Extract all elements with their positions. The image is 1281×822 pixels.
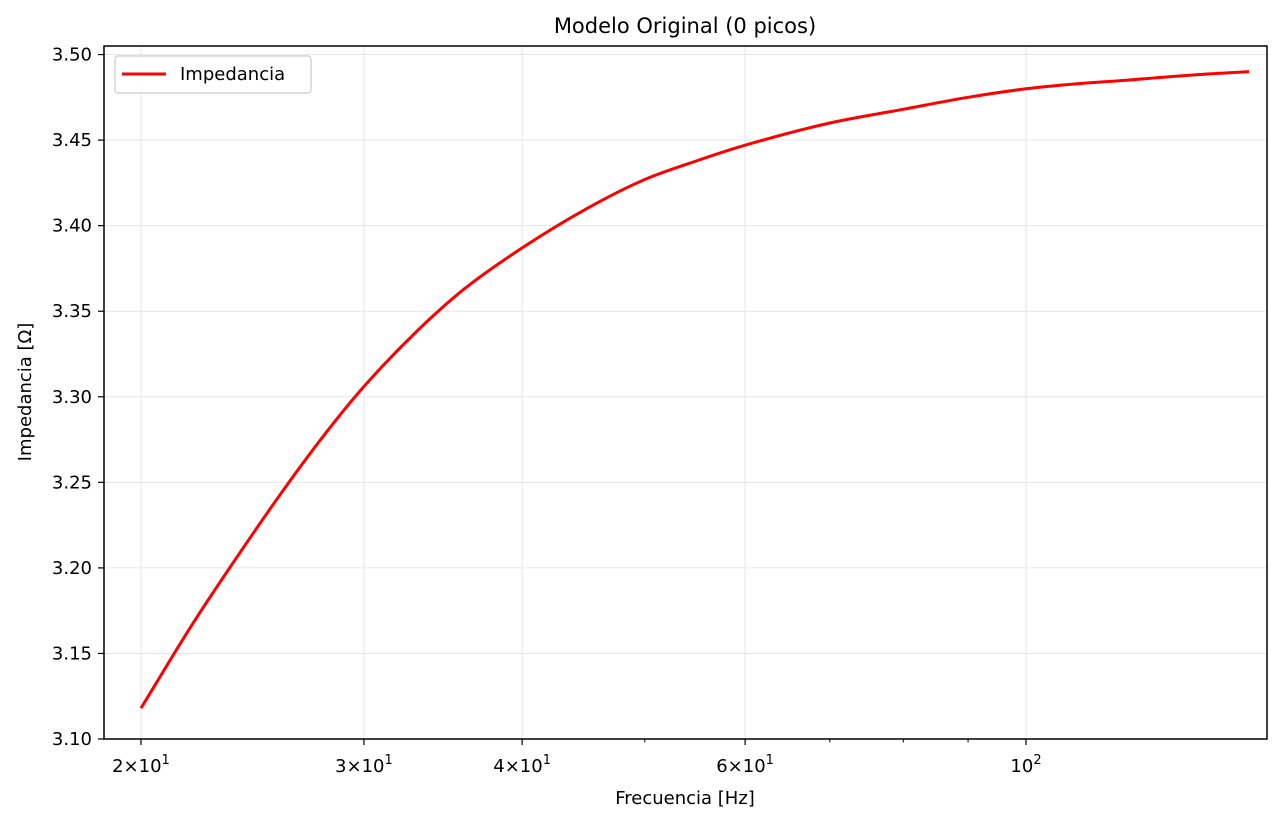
plot-frame	[103, 45, 1268, 740]
x-tick-label: 102	[1010, 753, 1041, 777]
y-tick-label: 3.15	[52, 643, 92, 664]
y-tick-label: 3.50	[52, 45, 92, 66]
chart-title: Modelo Original (0 picos)	[554, 14, 816, 38]
y-tick-label: 3.40	[52, 216, 92, 237]
y-tick-label: 3.25	[52, 472, 92, 493]
series-line-impedancia	[139, 70, 1250, 709]
legend-label: Impedancia	[180, 64, 285, 85]
grid	[104, 46, 1267, 740]
y-tick-label: 3.30	[52, 387, 92, 408]
x-tick-label: 6×101	[716, 753, 774, 777]
x-axis-ticks: 2×101 3×101 4×101 6×101 102	[112, 739, 1042, 777]
x-tick-label: 3×101	[335, 753, 393, 777]
series-layer	[139, 70, 1250, 709]
y-tick-label: 3.20	[52, 558, 92, 579]
x-tick-label: 2×101	[112, 753, 170, 777]
x-tick-label: 4×101	[493, 753, 551, 777]
y-axis-label: Impedancia [Ω]	[15, 323, 36, 462]
legend: Impedancia	[114, 55, 312, 94]
y-axis-ticks: 3.10 3.15 3.20 3.25 3.30 3.35 3.40 3.45 3.50	[52, 45, 104, 750]
x-axis-label: Frecuencia [Hz]	[615, 788, 755, 809]
y-tick-label: 3.10	[52, 729, 92, 750]
y-tick-label: 3.35	[52, 301, 92, 322]
y-tick-label: 3.45	[52, 130, 92, 151]
legend-box	[114, 55, 312, 94]
